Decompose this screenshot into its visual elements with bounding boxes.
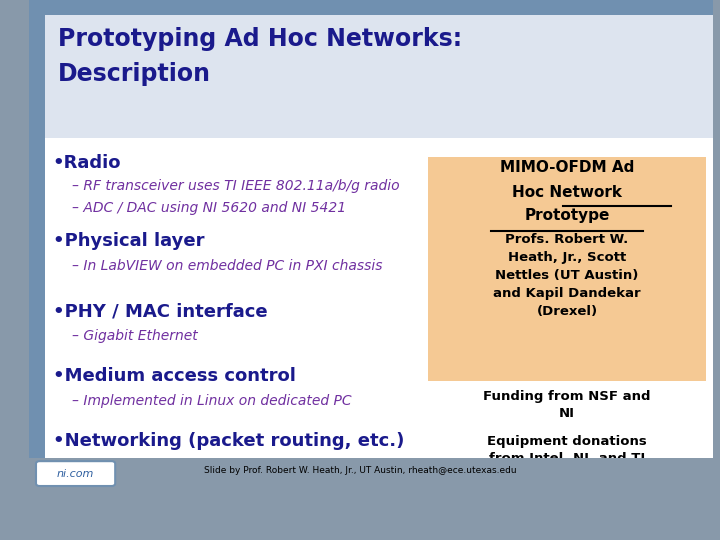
Text: •Medium access control: •Medium access control xyxy=(53,367,295,385)
FancyBboxPatch shape xyxy=(36,461,115,486)
Text: – In LabVIEW on embedded PC in PXI chassis: – In LabVIEW on embedded PC in PXI chass… xyxy=(72,259,382,273)
Text: ni.com: ni.com xyxy=(57,469,94,478)
Text: – Implemented in Linux on dedicated PC: – Implemented in Linux on dedicated PC xyxy=(72,394,351,408)
Text: Funding from NSF and
NI: Funding from NSF and NI xyxy=(483,390,651,420)
Text: Slide by Prof. Robert W. Heath, Jr., UT Austin, rheath@ece.utexas.edu: Slide by Prof. Robert W. Heath, Jr., UT … xyxy=(204,467,516,475)
Text: – RF transceiver uses TI IEEE 802.11a/b/g radio: – RF transceiver uses TI IEEE 802.11a/b/… xyxy=(72,179,400,193)
FancyBboxPatch shape xyxy=(45,11,713,138)
Text: Prototyping Ad Hoc Networks:: Prototyping Ad Hoc Networks: xyxy=(58,27,462,51)
Text: Profs. Robert W.
Heath, Jr., Scott
Nettles (UT Austin)
and Kapil Dandekar
(Drexe: Profs. Robert W. Heath, Jr., Scott Nettl… xyxy=(493,233,641,318)
Text: •Physical layer: •Physical layer xyxy=(53,232,204,250)
Text: Equipment donations
from Intel, NI, and TI: Equipment donations from Intel, NI, and … xyxy=(487,435,647,465)
FancyBboxPatch shape xyxy=(29,0,713,15)
Text: – Gigabit Ethernet: – Gigabit Ethernet xyxy=(72,329,198,343)
Text: •PHY / MAC interface: •PHY / MAC interface xyxy=(53,302,267,320)
Text: – ADC / DAC using NI 5620 and NI 5421: – ADC / DAC using NI 5620 and NI 5421 xyxy=(72,201,346,215)
FancyBboxPatch shape xyxy=(29,458,713,486)
Text: •Radio: •Radio xyxy=(53,154,121,172)
Text: Description: Description xyxy=(58,62,210,86)
Text: MIMO-OFDM Ad: MIMO-OFDM Ad xyxy=(500,160,634,176)
Text: Hoc Network: Hoc Network xyxy=(512,185,622,200)
FancyBboxPatch shape xyxy=(428,157,706,381)
Text: – Implemented using Click Modular Router (CLR): – Implemented using Click Modular Router… xyxy=(72,460,409,474)
Text: •Networking (packet routing, etc.): •Networking (packet routing, etc.) xyxy=(53,432,404,450)
FancyBboxPatch shape xyxy=(29,11,45,486)
FancyBboxPatch shape xyxy=(29,11,713,486)
Text: Prototype: Prototype xyxy=(524,208,610,223)
